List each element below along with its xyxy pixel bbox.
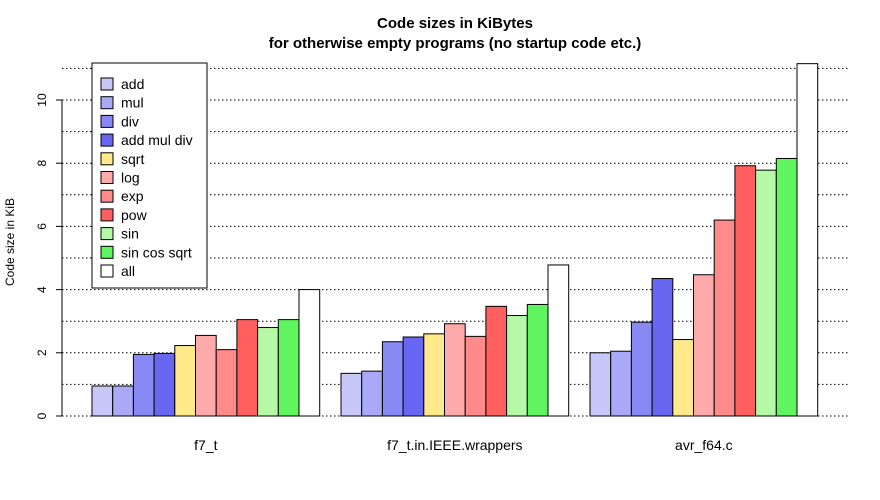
x-tick-label: f7_t.in.IEEE.wrappers: [387, 437, 522, 453]
bar: [506, 315, 528, 417]
y-tick-label: 0: [35, 412, 49, 419]
bar: [526, 303, 549, 417]
bar: [693, 274, 715, 417]
x-tick-label: f7_t: [194, 437, 217, 453]
bar: [444, 323, 466, 417]
chart-subtitle: for otherwise empty programs (no startup…: [269, 35, 642, 52]
legend-label: exp: [121, 188, 144, 204]
chart-title: Code sizes in KiBytes: [377, 15, 533, 32]
bar: [112, 385, 134, 417]
legend-label: sin cos sqrt: [121, 244, 192, 260]
bar: [630, 321, 653, 417]
legend-label: add mul div: [121, 132, 193, 148]
legend-label: log: [121, 170, 140, 186]
legend-label: sin: [121, 226, 139, 242]
legend-label: div: [121, 113, 139, 129]
legend-swatch: [100, 133, 114, 147]
legend-swatch: [100, 152, 114, 166]
bar: [277, 319, 300, 417]
bar: [589, 352, 612, 417]
y-axis-label: Code size in KiB: [3, 198, 17, 286]
y-tick-label: 4: [35, 286, 49, 293]
x-tick-label: avr_f64.c: [675, 437, 733, 453]
bar: [195, 334, 217, 417]
bar: [153, 352, 176, 417]
bar: [402, 336, 425, 417]
bar: [361, 370, 383, 417]
bar: [132, 353, 155, 417]
legend-swatch: [100, 77, 114, 91]
y-tick-label: 10: [35, 93, 49, 107]
legend-swatch: [100, 245, 114, 259]
bar: [257, 327, 279, 417]
bar: [464, 335, 487, 417]
y-tick-label: 6: [35, 223, 49, 230]
bar: [423, 333, 445, 417]
legend-swatch: [100, 189, 114, 203]
legend-label: sqrt: [121, 151, 144, 167]
legend-swatch: [100, 171, 114, 184]
bar: [174, 345, 197, 417]
y-tick-label: 2: [35, 349, 49, 356]
legend-swatch: [100, 208, 114, 222]
y-tick-label: 8: [35, 160, 49, 167]
bar: [485, 305, 508, 417]
bar: [713, 219, 736, 417]
bar: [381, 341, 404, 417]
legend-label: mul: [121, 95, 144, 111]
bar: [734, 165, 757, 417]
bar: [340, 372, 363, 417]
legend-swatch: [100, 227, 114, 241]
bar: [775, 157, 798, 417]
bar: [796, 63, 819, 417]
legend-swatch: [100, 264, 114, 278]
bar: [547, 264, 570, 417]
legend-label: add: [121, 76, 144, 92]
bar: [91, 385, 114, 417]
legend-swatch: [100, 114, 114, 128]
bar: [215, 349, 238, 417]
bar: [755, 169, 777, 417]
legend-label: pow: [121, 207, 148, 223]
legend-swatch: [100, 96, 114, 110]
legend-label: all: [121, 263, 135, 279]
bar: [651, 278, 674, 417]
bar: [298, 289, 321, 417]
bar: [236, 319, 259, 417]
bar: [672, 339, 694, 417]
bar: [610, 350, 632, 417]
